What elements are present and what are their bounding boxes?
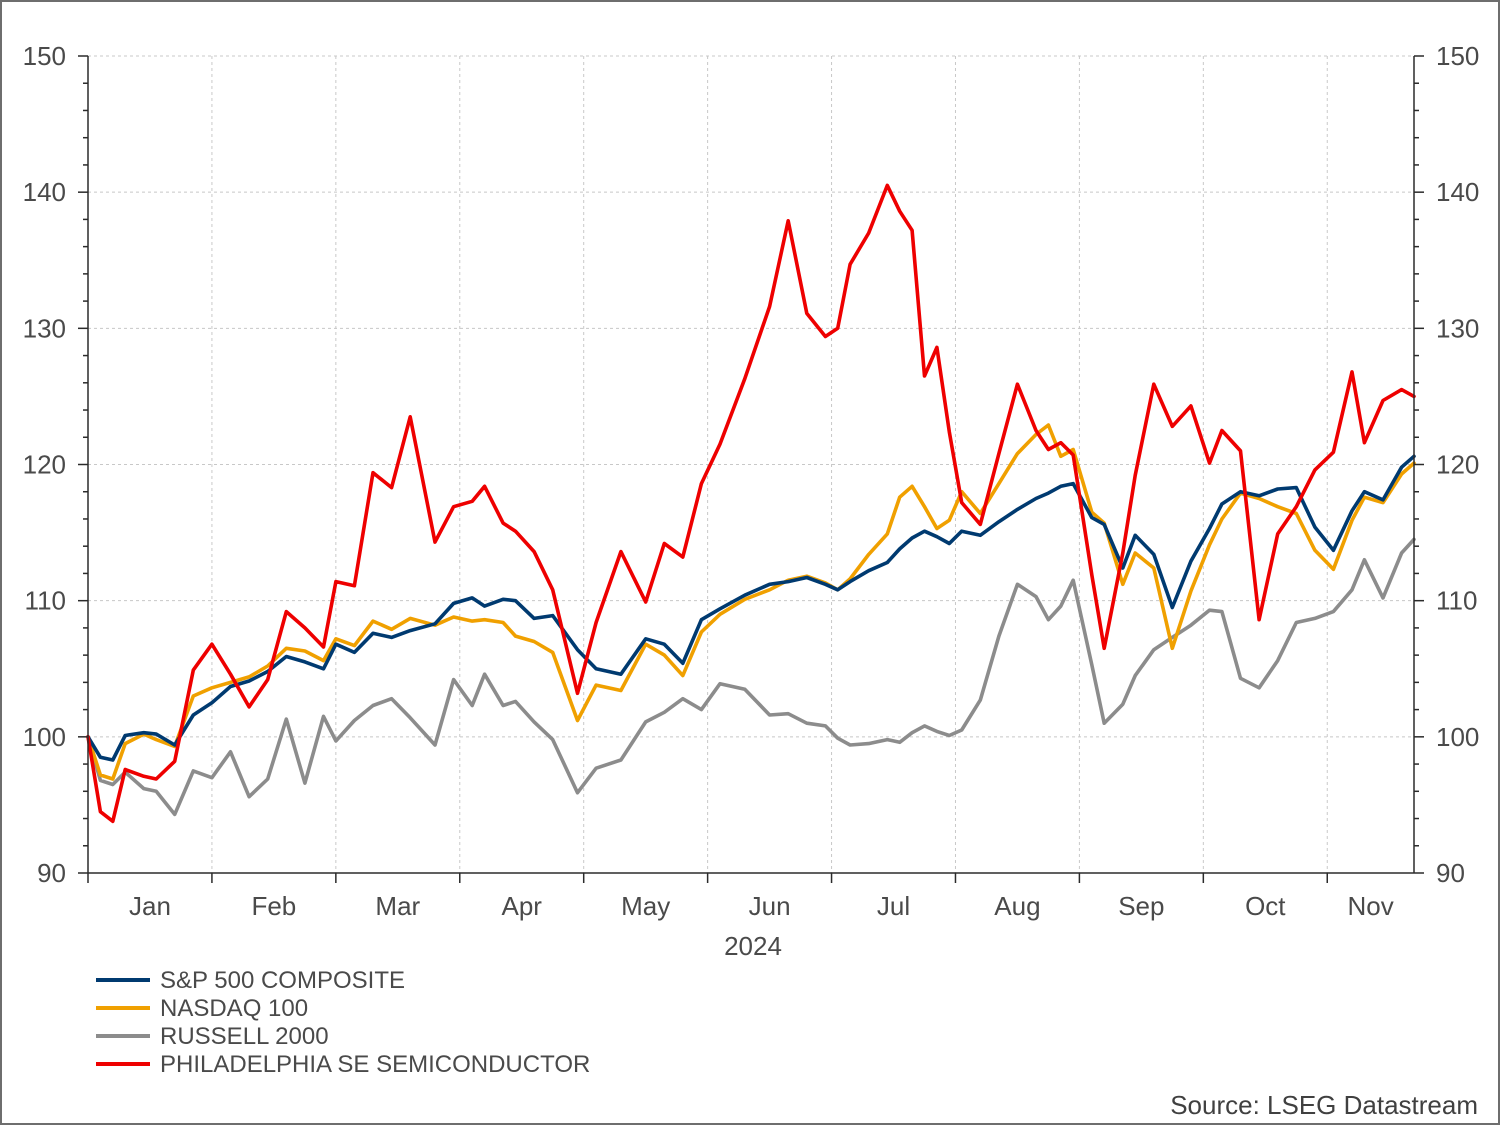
axis-labels: 2024 90 90 100 100 110 110 120 120 130 130 140 140 1… [23, 41, 1480, 961]
series-lines [86, 183, 1416, 824]
series-line-s-p-500-composite [86, 454, 1416, 762]
legend-label-philadelphia-se-semiconductor: PHILADELPHIA SE SEMICONDUCTOR [160, 1051, 590, 1078]
x-tick-label-sep: Sep [1118, 891, 1164, 921]
series-line-philadelphia-se-semiconductor [86, 183, 1416, 824]
y-tick-label-left: 90 [37, 858, 66, 888]
y-tick-label-left: 130 [23, 313, 66, 343]
x-tick-label-jun: Jun [749, 891, 791, 921]
y-tick-label-right: 90 [1436, 858, 1465, 888]
gridlines [88, 55, 1414, 873]
legend-label-nasdaq-100: NASDAQ 100 [160, 995, 308, 1022]
x-tick-label-jul: Jul [877, 891, 910, 921]
y-tick-label-right: 120 [1436, 450, 1479, 480]
y-tick-label-left: 150 [23, 41, 66, 71]
y-tick-label-right: 100 [1436, 722, 1479, 752]
source-note: Source: LSEG Datastream [1170, 1090, 1478, 1120]
x-tick-label-apr: Apr [502, 891, 543, 921]
y-tick-label-right: 140 [1436, 177, 1479, 207]
x-tick-label-oct: Oct [1245, 891, 1286, 921]
x-tick-label-aug: Aug [994, 891, 1040, 921]
y-tick-label-right: 110 [1436, 586, 1477, 616]
x-tick-label-mar: Mar [375, 891, 420, 921]
y-tick-label-left: 100 [23, 722, 66, 752]
x-tick-label-jan: Jan [129, 891, 171, 921]
y-tick-label-left: 110 [25, 586, 66, 616]
y-tick-label-left: 140 [23, 177, 66, 207]
y-tick-label-left: 120 [23, 450, 66, 480]
series-line-russell-2000 [86, 537, 1416, 817]
axes [78, 55, 1424, 883]
legend-label-s-p-500-composite: S&P 500 COMPOSITE [160, 967, 405, 994]
x-axis-year-label: 2024 [724, 931, 782, 961]
legend-label-russell-2000: RUSSELL 2000 [160, 1023, 329, 1050]
y-tick-label-right: 130 [1436, 313, 1479, 343]
x-tick-label-feb: Feb [251, 891, 296, 921]
y-tick-label-right: 150 [1436, 41, 1479, 71]
x-tick-label-may: May [621, 891, 670, 921]
x-tick-label-nov: Nov [1348, 891, 1394, 921]
